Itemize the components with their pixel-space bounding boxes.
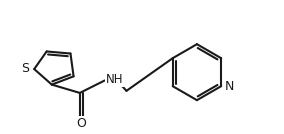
Text: NH: NH: [106, 73, 123, 86]
Text: O: O: [76, 117, 86, 130]
Text: N: N: [224, 80, 234, 93]
Text: S: S: [21, 62, 29, 75]
